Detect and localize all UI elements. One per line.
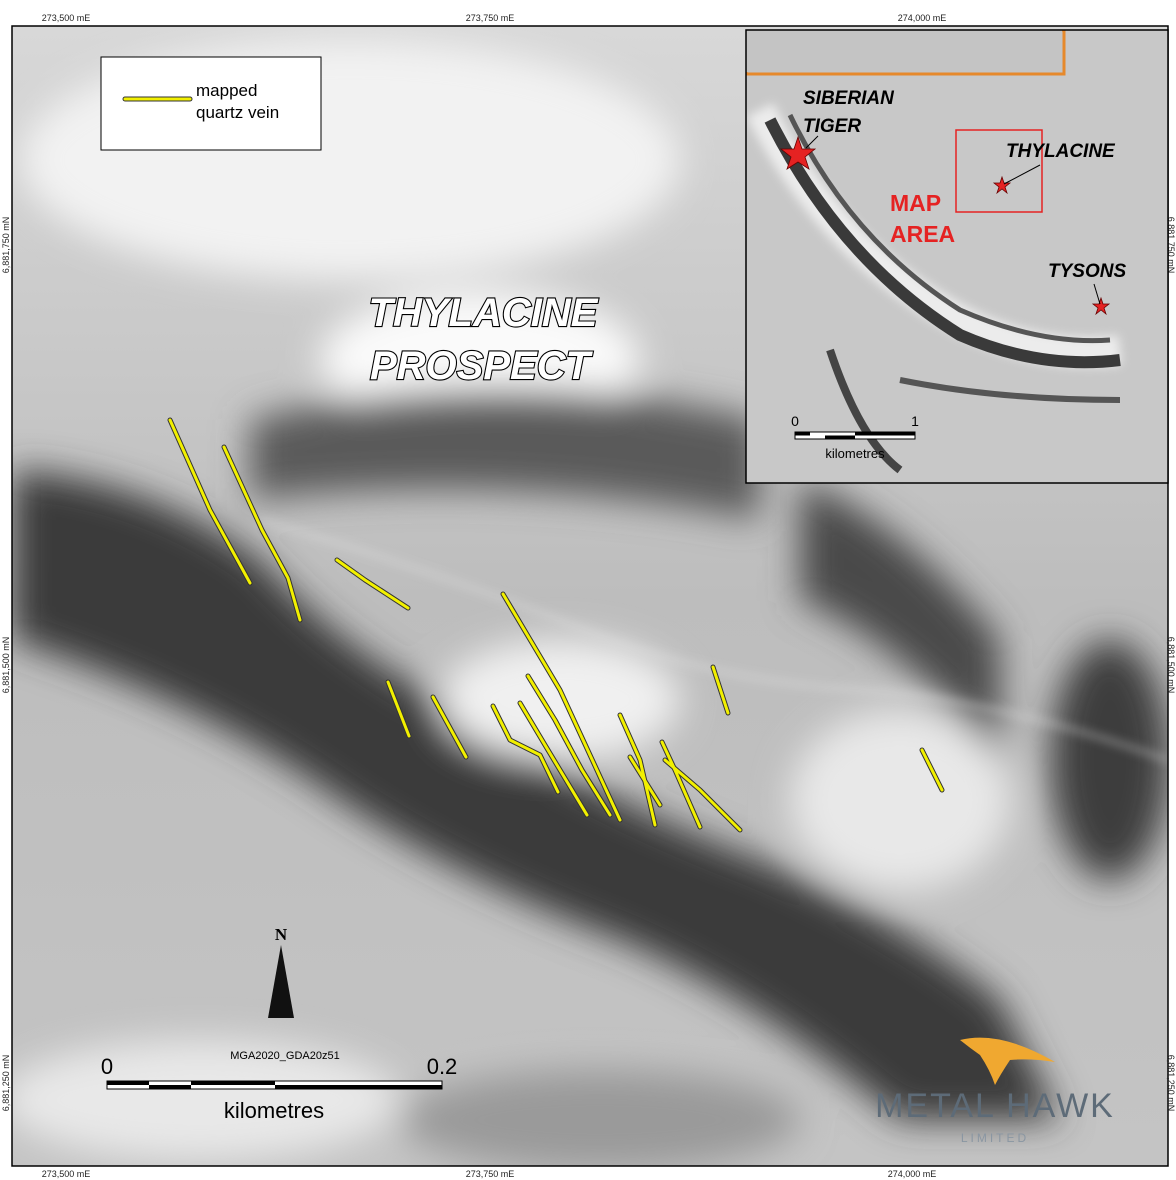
title: THYLACINE (369, 291, 599, 335)
inset-label: AREA (890, 221, 955, 247)
grid-label: 274,000 mE (888, 1169, 937, 1179)
north-label: N (275, 925, 288, 944)
scale-bar (106, 1080, 443, 1090)
map-area-box (955, 129, 1043, 213)
star (992, 175, 1012, 195)
grid-label: 6,881,250 mN (1166, 1055, 1176, 1112)
grid-label: 273,750 mE (466, 1169, 515, 1179)
map-frame (11, 25, 1169, 1167)
leader-line (1093, 283, 1101, 305)
legend-text: mapped (196, 81, 257, 100)
scale-label: 0 (791, 413, 799, 429)
scale-unit: kilometres (825, 446, 885, 461)
inset-label: THYLACINE (1006, 141, 1116, 162)
grid-label: 273,500 mE (42, 13, 91, 23)
scale-label: 0 (101, 1054, 113, 1079)
leader-line (805, 135, 819, 149)
grid-label: 273,750 mE (466, 13, 515, 23)
legend-box (100, 56, 322, 151)
legend: mapped quartz vein (100, 56, 322, 151)
grid-label: 6,881,750 mN (1, 217, 11, 274)
logo: METAL HAWK LIMITED (875, 1037, 1115, 1145)
grid-label: 6,881,500 mN (1, 637, 11, 694)
quartz-veins (167, 417, 945, 833)
leader-line (1003, 164, 1041, 185)
inset-scale-bar (794, 431, 916, 440)
scale-label: 1 (911, 413, 919, 429)
scale-unit: kilometres (224, 1098, 324, 1123)
inset-label: TYSONS (1048, 261, 1126, 282)
scale-label: 0.2 (427, 1054, 458, 1079)
title: PROSPECT (370, 344, 594, 388)
inset-label: MAP (890, 190, 941, 216)
star (1091, 296, 1111, 316)
grid-label: 6,881,500 mN (1166, 637, 1176, 694)
grid-label: 273,500 mE (42, 1169, 91, 1179)
logo-subtitle: LIMITED (961, 1131, 1029, 1145)
inset-map: SIBERIAN TIGER THYLACINE TYSONS MAP AREA… (745, 29, 1169, 484)
star (779, 135, 817, 170)
inset-label: SIBERIAN (803, 88, 895, 109)
grid-label: 6,881,750 mN (1166, 217, 1176, 274)
logo-hawk (960, 1037, 1055, 1085)
projection: MGA2020_GDA20z51 (230, 1050, 339, 1062)
grid-label: 6,881,250 mN (1, 1055, 11, 1112)
legend-text: quartz vein (196, 103, 279, 122)
north-arrow (268, 945, 294, 1018)
grid-label: 274,000 mE (898, 13, 947, 23)
inset-label: TIGER (803, 116, 861, 137)
logo-name: METAL HAWK (875, 1087, 1115, 1125)
